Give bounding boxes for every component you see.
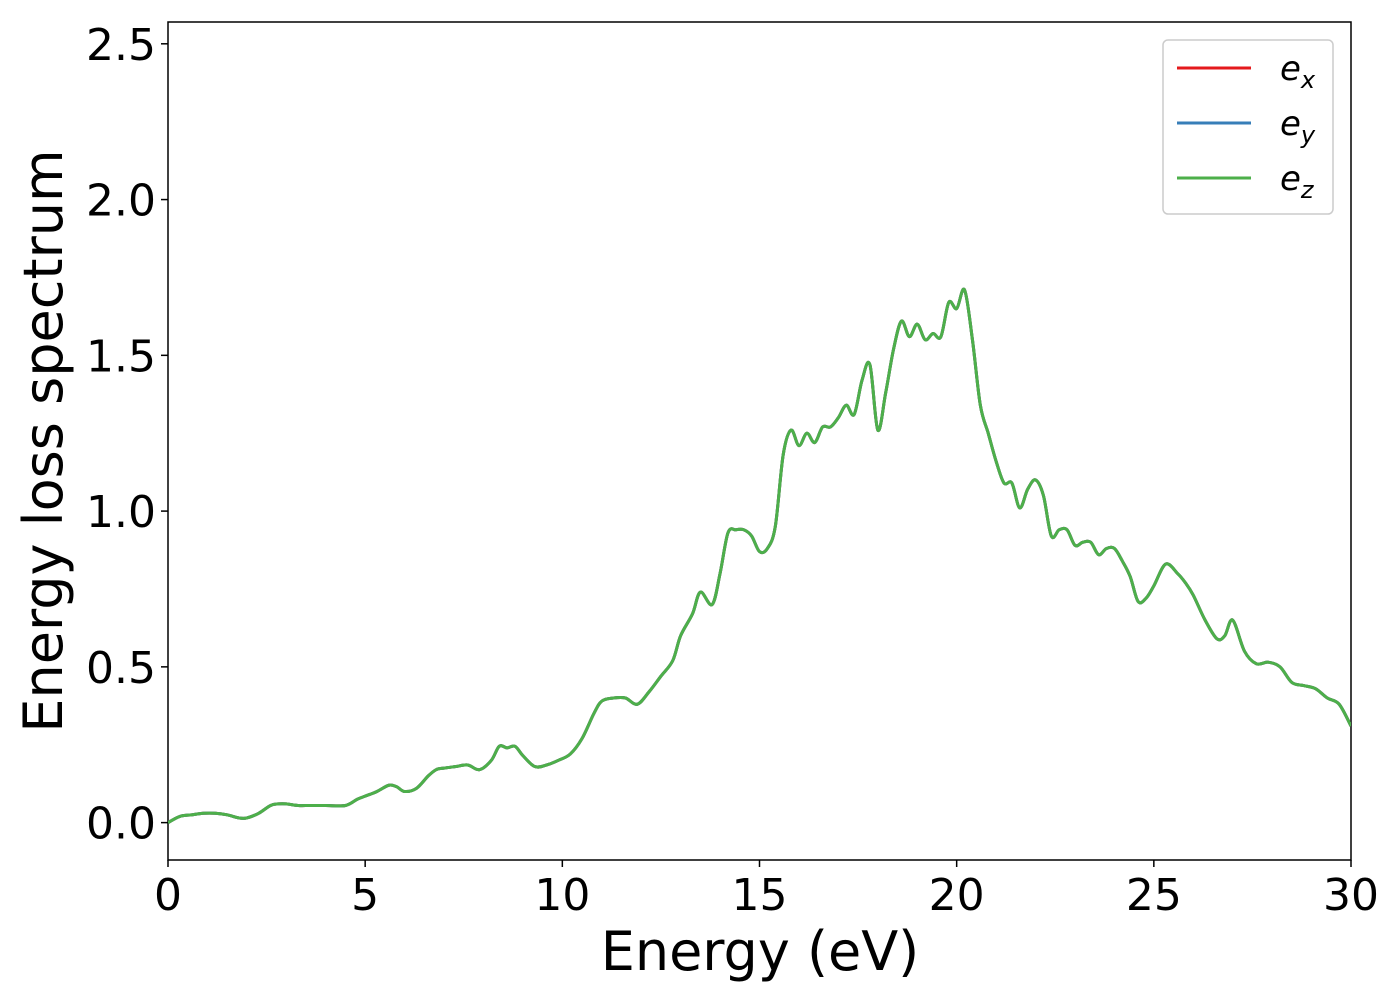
y-axis-ticks: 0.0 0.5 1.0 1.5 2.0 2.5 [86, 20, 168, 850]
x-tick-label: 5 [351, 870, 379, 921]
y-tick-label: 1.5 [86, 331, 156, 382]
legend: ex ey ez [1162, 39, 1334, 215]
plot-area [167, 21, 1352, 861]
y-tick-label: 1.0 [86, 487, 156, 538]
x-tick-label: 30 [1323, 870, 1379, 921]
y-tick-label: 0.5 [86, 643, 156, 694]
x-tick-label: 15 [732, 870, 788, 921]
y-tick-label: 2.0 [86, 176, 156, 227]
y-tick-label: 2.5 [86, 20, 156, 71]
x-tick-label: 10 [534, 870, 590, 921]
legend-label-e-y: ey [1280, 104, 1316, 149]
y-tick-label: 0.0 [86, 799, 156, 850]
x-tick-label: 0 [154, 870, 182, 921]
legend-label-e-x: ex [1280, 49, 1316, 94]
x-axis-label: Energy (eV) [601, 920, 920, 983]
series-lines [168, 287, 1351, 824]
legend-entries: ex ey ez [1177, 49, 1316, 204]
legend-label-e-z: ez [1280, 159, 1315, 204]
x-tick-label: 25 [1126, 870, 1182, 921]
series-line-e-z [168, 287, 1351, 824]
y-axis-label: Energy loss spectrum [12, 149, 75, 732]
x-tick-label: 20 [929, 870, 985, 921]
x-axis-ticks: 0 5 10 15 20 25 30 [154, 860, 1379, 921]
legend-box [1162, 39, 1334, 215]
